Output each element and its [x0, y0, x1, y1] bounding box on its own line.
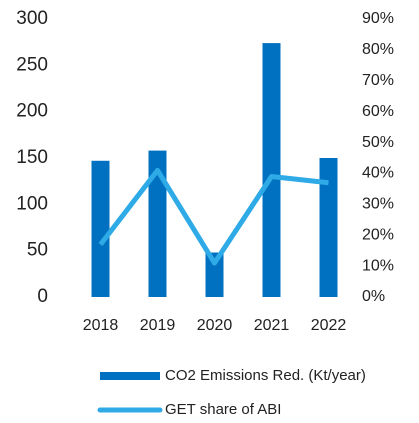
bar [262, 43, 281, 297]
legend-label: CO2 Emissions Red. (Kt/year) [165, 367, 366, 384]
y2-tick-label: 0% [362, 288, 385, 305]
legend-swatch [100, 372, 160, 380]
y2-tick-label: 10% [362, 257, 394, 274]
bar [91, 160, 110, 297]
y2-tick-label: 20% [362, 226, 394, 243]
y-tick-label: 300 [16, 8, 48, 29]
y-tick-label: 200 [16, 101, 48, 122]
bar [319, 158, 338, 297]
y-tick-label: 50 [27, 240, 48, 261]
y2-tick-label: 50% [362, 134, 394, 151]
x-tick-label: 2020 [197, 317, 233, 334]
y-tick-label: 100 [16, 193, 48, 214]
x-tick-label: 2019 [140, 317, 176, 334]
line [98, 167, 329, 266]
y2-tick-label: 40% [362, 165, 394, 182]
bar [148, 150, 167, 297]
y-tick-label: 250 [16, 54, 48, 75]
x-tick-label: 2022 [311, 317, 347, 334]
y2-tick-label: 60% [362, 103, 394, 120]
y-tick-label: 0 [37, 286, 48, 307]
y2-tick-label: 70% [362, 72, 394, 89]
y2-tick-label: 80% [362, 41, 394, 58]
legend-label: GET share of ABI [165, 401, 281, 418]
bar [205, 252, 224, 297]
y2-tick-label: 90% [362, 10, 394, 27]
x-tick-label: 2018 [83, 317, 119, 334]
y2-tick-label: 30% [362, 196, 394, 213]
y-tick-label: 150 [16, 147, 48, 168]
x-tick-label: 2021 [254, 317, 290, 334]
